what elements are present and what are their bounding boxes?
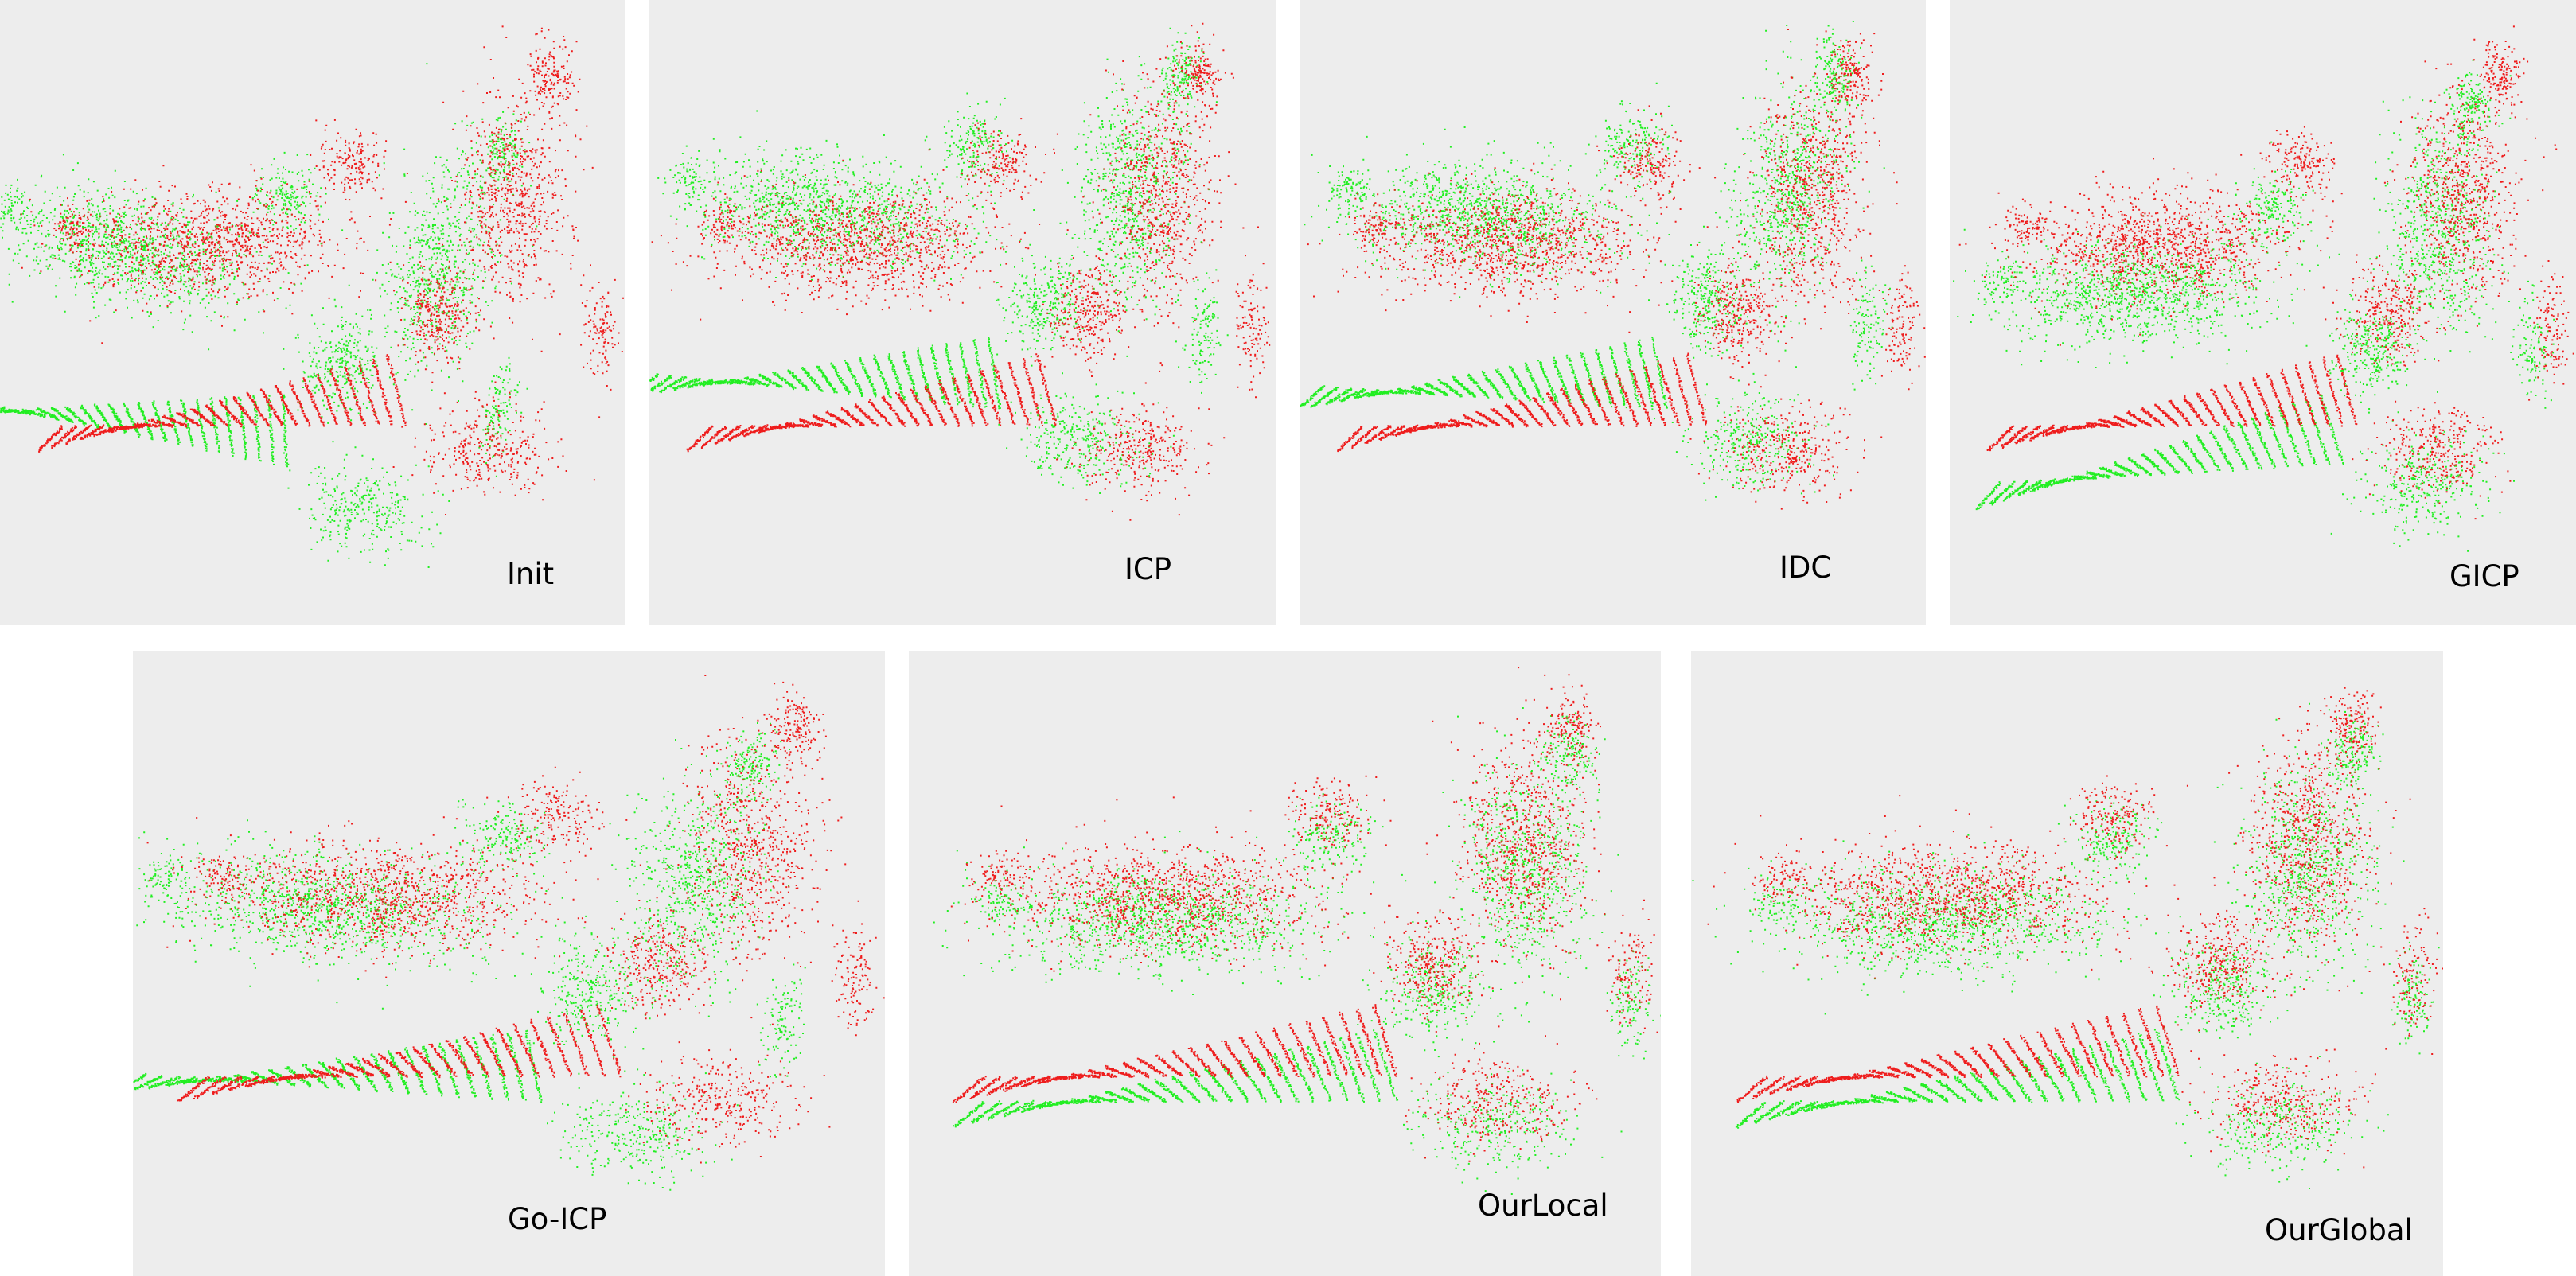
- panel-idc: IDC: [1300, 0, 1926, 625]
- point-cloud-ourglobal: [1692, 687, 2443, 1189]
- target-points: [950, 667, 1658, 1162]
- panel-label-init: Init: [507, 557, 555, 591]
- point-cloud-init: [0, 25, 625, 569]
- panel-gicp: GICP: [1950, 0, 2576, 625]
- point-cloud-go-icp: [133, 675, 885, 1191]
- source-points: [1692, 702, 2440, 1189]
- panel-ourglobal: OurGlobal: [1691, 651, 2443, 1276]
- source-points: [0, 63, 538, 569]
- point-cloud-ourlocal: [933, 667, 1661, 1195]
- panel-label-idc: IDC: [1779, 550, 1832, 585]
- panel-icp: ICP: [649, 0, 1276, 625]
- panel-ourlocal: OurLocal: [909, 651, 1661, 1276]
- panel-label-ourlocal: OurLocal: [1478, 1188, 1608, 1223]
- target-points: [1958, 25, 2574, 520]
- source-points: [1953, 59, 2555, 552]
- point-cloud-gicp: [1953, 25, 2574, 552]
- panel-label-gicp: GICP: [2449, 559, 2519, 593]
- target-points: [20, 25, 625, 515]
- target-points: [146, 675, 885, 1164]
- panel-init: Init: [0, 0, 625, 625]
- panel-label-go-icp: Go-ICP: [508, 1202, 607, 1236]
- panel-go-icp: Go-ICP: [133, 651, 885, 1276]
- target-points: [1307, 29, 1926, 510]
- panel-label-ourglobal: OurGlobal: [2265, 1213, 2413, 1247]
- target-points: [651, 22, 1271, 521]
- source-points: [133, 722, 806, 1191]
- source-points: [649, 27, 1229, 495]
- source-points: [933, 707, 1661, 1195]
- panel-label-icp: ICP: [1124, 552, 1172, 586]
- point-cloud-icp: [649, 22, 1271, 521]
- point-cloud-idc: [1300, 21, 1926, 510]
